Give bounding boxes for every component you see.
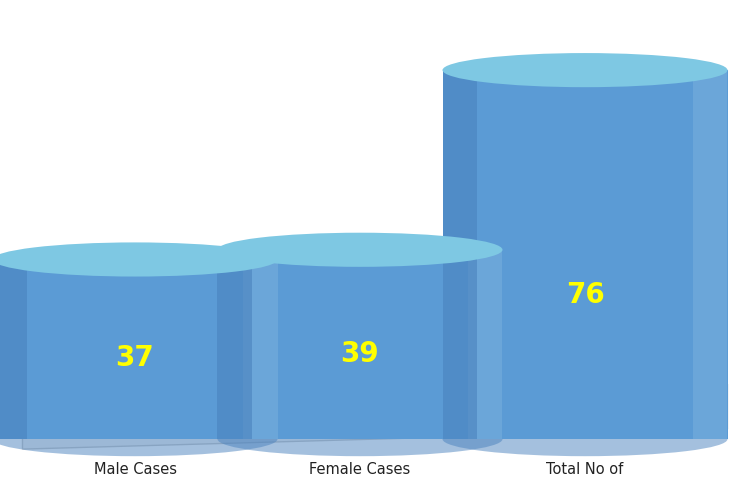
- Text: 39: 39: [340, 340, 380, 368]
- Polygon shape: [22, 384, 728, 449]
- Ellipse shape: [442, 422, 728, 456]
- Ellipse shape: [217, 422, 502, 456]
- Ellipse shape: [442, 53, 728, 87]
- Text: Female Cases: Female Cases: [309, 462, 411, 477]
- Bar: [243, 259, 278, 439]
- Bar: [442, 70, 728, 439]
- Ellipse shape: [217, 233, 502, 267]
- Bar: [0, 259, 27, 439]
- Bar: [442, 70, 477, 439]
- Bar: [0, 259, 278, 439]
- Text: Male Cases: Male Cases: [94, 462, 176, 477]
- Text: Total No of: Total No of: [546, 462, 624, 477]
- Text: 37: 37: [116, 344, 154, 372]
- Ellipse shape: [0, 422, 278, 456]
- Bar: [468, 250, 502, 439]
- Ellipse shape: [0, 243, 278, 276]
- Bar: [217, 250, 252, 439]
- Bar: [693, 70, 728, 439]
- Bar: [217, 250, 502, 439]
- Text: 76: 76: [566, 281, 604, 309]
